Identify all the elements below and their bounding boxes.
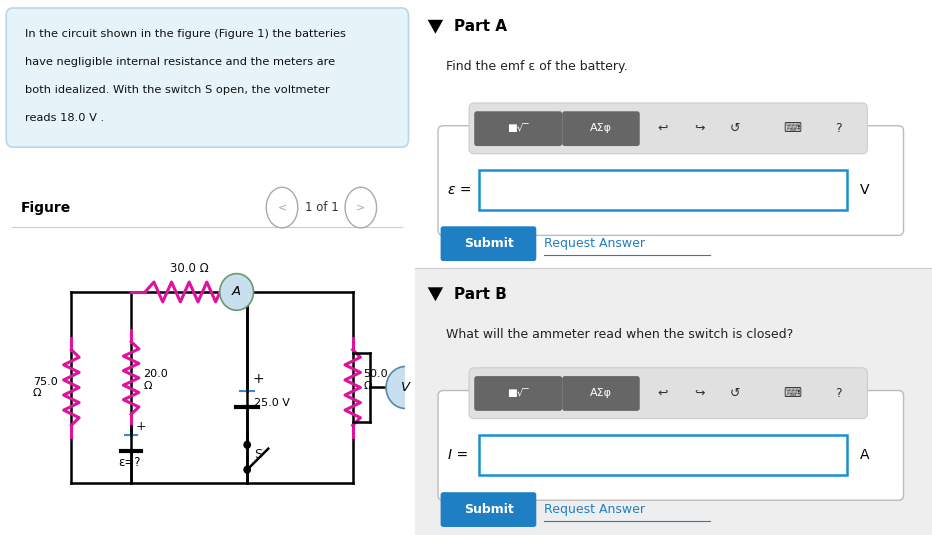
Text: reads 18.0 V .: reads 18.0 V . xyxy=(25,113,104,123)
Text: ?: ? xyxy=(836,387,843,400)
Polygon shape xyxy=(428,287,444,301)
FancyBboxPatch shape xyxy=(415,268,932,535)
Text: Figure: Figure xyxy=(21,201,71,215)
Text: AΣφ: AΣφ xyxy=(590,124,612,133)
Text: >: > xyxy=(356,203,365,212)
FancyBboxPatch shape xyxy=(438,126,903,235)
FancyBboxPatch shape xyxy=(479,435,846,475)
Text: Request Answer: Request Answer xyxy=(544,503,645,516)
Text: ↩: ↩ xyxy=(658,122,668,135)
Circle shape xyxy=(244,441,251,448)
Text: 20.0
Ω: 20.0 Ω xyxy=(144,369,168,391)
Text: +: + xyxy=(253,372,264,386)
FancyBboxPatch shape xyxy=(438,391,903,500)
Text: Submit: Submit xyxy=(464,503,514,516)
FancyBboxPatch shape xyxy=(415,0,932,268)
Text: ⌨: ⌨ xyxy=(783,387,802,400)
Text: V: V xyxy=(401,381,410,394)
Text: In the circuit shown in the figure (Figure 1) the batteries: In the circuit shown in the figure (Figu… xyxy=(25,29,346,40)
Text: ↺: ↺ xyxy=(730,122,741,135)
Text: What will the ammeter read when the switch is closed?: What will the ammeter read when the swit… xyxy=(445,328,793,341)
Text: ■√‾: ■√‾ xyxy=(507,388,529,398)
Text: have negligible internal resistance and the meters are: have negligible internal resistance and … xyxy=(25,57,335,67)
FancyBboxPatch shape xyxy=(479,170,846,210)
Text: S: S xyxy=(254,448,262,461)
Circle shape xyxy=(244,466,251,473)
Text: 1 of 1: 1 of 1 xyxy=(305,201,338,214)
FancyBboxPatch shape xyxy=(562,376,639,411)
Text: 30.0 Ω: 30.0 Ω xyxy=(170,262,209,275)
Text: I =: I = xyxy=(448,448,469,462)
Text: 75.0
Ω: 75.0 Ω xyxy=(33,377,58,398)
FancyBboxPatch shape xyxy=(441,492,536,527)
Text: ↪: ↪ xyxy=(694,122,705,135)
Text: ↩: ↩ xyxy=(658,387,668,400)
Text: ↪: ↪ xyxy=(694,387,705,400)
FancyBboxPatch shape xyxy=(441,226,536,261)
Text: A: A xyxy=(859,448,869,462)
Text: Request Answer: Request Answer xyxy=(544,237,645,250)
FancyBboxPatch shape xyxy=(469,103,868,154)
Text: V: V xyxy=(859,183,869,197)
Text: ↺: ↺ xyxy=(730,387,741,400)
Text: Part B: Part B xyxy=(454,287,506,302)
Text: ε=?: ε=? xyxy=(118,455,141,469)
Text: ⌨: ⌨ xyxy=(783,122,802,135)
FancyBboxPatch shape xyxy=(562,111,639,146)
FancyBboxPatch shape xyxy=(474,111,562,146)
Text: AΣφ: AΣφ xyxy=(590,388,612,398)
Text: ε =: ε = xyxy=(448,183,472,197)
FancyBboxPatch shape xyxy=(7,8,408,147)
FancyBboxPatch shape xyxy=(474,376,562,411)
Polygon shape xyxy=(428,20,444,34)
Text: <: < xyxy=(278,203,287,212)
Circle shape xyxy=(220,273,254,310)
Circle shape xyxy=(386,366,425,409)
Text: Submit: Submit xyxy=(464,237,514,250)
FancyBboxPatch shape xyxy=(469,368,868,418)
Text: Part A: Part A xyxy=(454,19,506,34)
Text: +: + xyxy=(135,421,146,433)
Text: A: A xyxy=(232,286,241,299)
Text: ■√‾: ■√‾ xyxy=(507,124,529,133)
Text: Find the emf ε of the battery.: Find the emf ε of the battery. xyxy=(445,60,627,73)
Text: 50.0
Ω: 50.0 Ω xyxy=(363,369,388,391)
Text: ?: ? xyxy=(836,122,843,135)
Text: 25.0 V: 25.0 V xyxy=(254,398,290,408)
Text: both idealized. With the switch S open, the voltmeter: both idealized. With the switch S open, … xyxy=(25,85,330,95)
